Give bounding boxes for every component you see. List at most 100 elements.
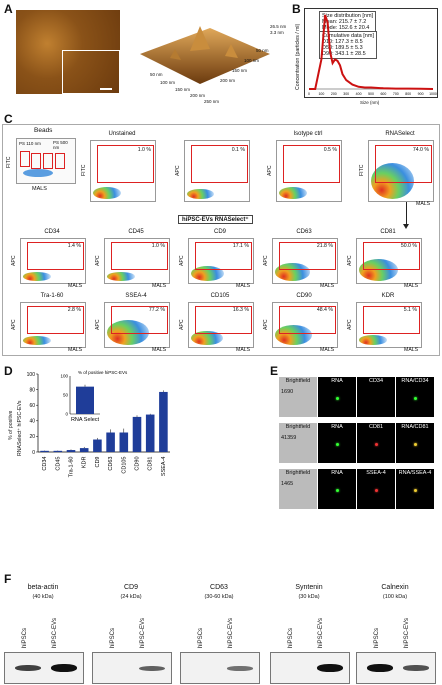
flow-dot-cloud [371,163,414,199]
nta-x-tick: 200 [331,92,337,96]
d-inset-tick: 50 [63,393,69,398]
flow-xlabel: MALS [236,283,251,289]
panel-label-a: A [4,2,13,16]
nta-stat-line: Cumulative data [nm] [322,33,374,39]
flow-gate [363,305,420,335]
flow-percent: 1.4 % [67,243,81,250]
e-fluor-dot [414,397,417,400]
blot-band [51,664,77,672]
e-image-cell: CD81 [356,422,396,464]
e-channel-label: RNA/CD81 [401,424,429,430]
afm-y-tick-1: 50 nm [256,48,269,53]
afm-y-tick-3: 150 nm [232,68,248,73]
flow-xlabel: MALS [152,347,167,353]
e-fluor-dot [336,489,339,492]
nta-x-tick: 1000 [429,92,437,96]
flow-percent: 1.0 % [151,243,165,250]
bead-gate [55,153,65,169]
flow-gate [279,305,336,335]
d-inset-ylabel: % of positive hiPSC-EVs [78,370,128,375]
gate-arrow [406,200,407,226]
d-x-tick: CD45 [55,457,61,471]
d-y-tick: 100 [27,372,36,378]
flow-ylabel: APC [175,165,181,176]
d-x-tick: CD90 [135,457,141,471]
nta-stat-line: Mode: 152.6 ± 20.4 [322,25,370,31]
flow-xlabel: MALS [416,201,431,207]
e-channel-label: Brightfield [285,470,311,476]
blot-image [4,652,84,684]
nta-stat-line: D90: 343.1 ± 28.5 [322,51,366,57]
afm-scale-bar [100,88,112,90]
e-image-cell: Brightfield 1690 [278,376,318,418]
nta-curve: 0 100 200 300 400 500 600 700 800 900 1000 [308,14,437,96]
flow-xlabel: MALS [68,283,83,289]
flow-title: RNASelect [385,131,415,137]
e-channel-label: RNA/SSEA-4 [398,470,432,476]
flow-dot-cloud [23,336,51,345]
blot-lane-label: hiPSC-EVs [52,617,58,648]
nta-x-tick: 400 [356,92,362,96]
blot-band [15,664,41,672]
c-row2-plot: 5.1 % [356,302,422,348]
d-x-tick: CD34 [42,457,48,471]
d-bar [159,391,168,452]
blot-lane-label: hiPSC-EVs [140,617,146,648]
panel-label-c: C [4,112,13,126]
flow-title: CD34 [44,229,60,235]
beads-xlabel: MALS [32,186,47,192]
flow-title: CD45 [128,229,144,235]
blot-kda: (40 kDa) [32,594,54,600]
nta-stat-line: D50: 189.5 ± 5.3 [322,45,363,51]
d-inset-tick: 100 [60,374,68,379]
gate-title: hiPSC-EVs RNASelect⁺ [178,215,253,224]
afm-x-tick-2: 100 nm [160,80,176,85]
nta-x-tick: 300 [343,92,349,96]
flow-title: CD9 [213,229,226,235]
e-event-count: 1690 [281,389,294,395]
bead-gate [31,153,41,169]
afm-inset-box [62,50,120,94]
d-x-tick: SSEA-4 [161,457,167,477]
e-fluor-dot [336,397,339,400]
d-x-tick: CD81 [148,457,154,471]
blot-lane-label: hiPSCs [288,627,294,648]
flow-ylabel: APC [267,165,273,176]
e-image-cell: RNA [317,376,357,418]
flow-xlabel: MALS [320,283,335,289]
panel-label-e: E [270,364,279,378]
flow-percent: 21.8 % [316,243,333,250]
flow-gate [195,241,252,271]
flow-dot-cloud [107,319,149,345]
gate-arrow-head [403,224,409,229]
bead-gate [43,153,53,169]
e-image-cell: RNA/SSEA-4 [395,468,435,510]
e-image-cell: Brightfield 1465 [278,468,318,510]
flow-xlabel: MALS [68,347,83,353]
flow-percent: 48.4 % [316,307,333,314]
d-bar [53,450,63,452]
afm-z-min: 3.3 nm [270,30,284,35]
d-y-tick: 80 [29,387,35,393]
e-image-cell: Brightfield 41359 [278,422,318,464]
blot-lane-label: hiPSC-EVs [318,617,324,648]
nta-plot: Size distribution [nm] Mean: 215.7 ± 7.2… [304,8,438,98]
flow-ylabel: APC [263,319,269,330]
flow-title: CD90 [296,293,312,299]
d-bar [40,450,49,452]
flow-dot-cloud [23,272,51,281]
d-y-tick: 60 [29,403,35,409]
nta-stat-line: Mean: 215.7 ± 7.2 [322,19,367,25]
flow-ylabel: APC [11,255,17,266]
flow-gate [283,144,340,183]
bead-tag: PS 500 nm [53,140,68,150]
e-fluor-dot [375,443,378,446]
d-ylabel-1: % of positive [8,410,14,440]
panel-label-d: D [4,364,13,378]
blot-kda: (100 kDa) [382,594,408,600]
flow-percent: 5.1 % [403,307,417,314]
flow-title: Unstained [108,131,136,137]
nta-xlabel: Size (nm) [360,100,380,105]
e-channel-label: Brightfield [285,378,311,384]
e-event-count: 1465 [281,481,294,487]
